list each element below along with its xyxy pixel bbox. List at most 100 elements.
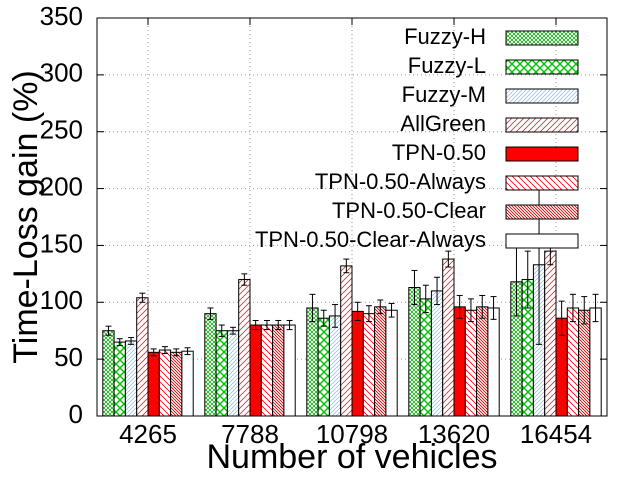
bar-tpn-0-50-clear-10798	[374, 306, 387, 417]
bar-fuzzy-h-7788	[204, 313, 217, 417]
error-bar	[150, 348, 157, 357]
error-bar	[467, 298, 474, 323]
bar-tpn-0-50-13620	[453, 306, 466, 417]
error-bar	[581, 296, 588, 325]
bar-tpn-0-50-7788	[249, 324, 262, 417]
error-bar	[241, 273, 248, 286]
error-bar	[309, 293, 316, 323]
error-bar	[207, 307, 214, 320]
error-bar	[445, 250, 452, 268]
bar-fuzzy-h-13620	[408, 287, 421, 417]
legend-swatch	[505, 146, 579, 162]
error-bar	[343, 258, 350, 274]
y-tick-label: 300	[40, 58, 83, 88]
bar-tpn-0-50-clear-4265	[170, 351, 183, 417]
bar-fuzzy-m-4265	[124, 340, 138, 417]
legend-label: TPN-0.50	[392, 140, 486, 165]
bar-fuzzy-l-7788	[215, 330, 228, 417]
bar-fuzzy-l-13620	[419, 298, 432, 417]
plot-frame	[96, 17, 608, 417]
legend-swatch	[505, 59, 579, 75]
error-bar	[128, 337, 135, 345]
error-bar	[218, 324, 225, 337]
y-tick-label: 350	[40, 1, 83, 31]
legend-swatch	[505, 204, 579, 220]
error-bar	[377, 299, 384, 315]
bar-tpn-0-50-clear-always-16454	[589, 307, 602, 417]
bar-tpn-0-50-10798	[351, 310, 364, 417]
y-tick-label: 0	[69, 399, 83, 429]
legend-item-fuzzy-l: Fuzzy-L	[408, 53, 579, 78]
bar-fuzzy-l-4265	[113, 341, 126, 417]
x-axis-title: Number of vehicles	[206, 438, 497, 476]
error-bar	[479, 294, 486, 319]
legend-item-tpn-0-50-clear: TPN-0.50-Clear	[332, 198, 579, 223]
bar-fuzzy-l-10798	[317, 317, 330, 417]
error-bar	[173, 348, 180, 357]
legend-item-tpn-0-50: TPN-0.50	[392, 140, 579, 165]
y-tick-label: 200	[40, 171, 83, 201]
legend-label: TPN-0.50-Clear	[332, 198, 486, 223]
error-bar	[569, 293, 576, 323]
legend-label: AllGreen	[400, 111, 486, 136]
error-bar	[456, 294, 463, 319]
bar-allgreen-4265	[136, 297, 149, 417]
error-bar	[422, 284, 429, 314]
legend-label: Fuzzy-M	[402, 82, 486, 107]
error-bar	[490, 296, 497, 320]
error-bar	[434, 276, 441, 306]
bar-allgreen-13620	[442, 258, 455, 417]
error-bar	[230, 326, 237, 335]
bar-tpn-0-50-always-4265	[158, 349, 172, 417]
bar-fuzzy-h-10798	[306, 307, 319, 417]
legend-label: Fuzzy-H	[404, 24, 486, 49]
error-bar	[558, 300, 565, 336]
legend-swatch	[505, 175, 579, 191]
x-tick-label: 10798	[316, 419, 388, 449]
bar-tpn-0-50-clear-16454	[578, 309, 591, 417]
error-bars	[105, 184, 599, 357]
x-tick-label: 16454	[520, 419, 592, 449]
legend-swatch	[505, 117, 579, 133]
error-bar	[252, 319, 259, 331]
error-bar	[275, 319, 282, 331]
legend-item-allgreen: AllGreen	[400, 111, 579, 136]
x-axis-ticks: 4265 7788 10798 13620 16454	[119, 18, 592, 449]
error-bar	[592, 293, 599, 323]
legend-item-tpn-0-50-clear-always: TPN-0.50-Clear-Always	[255, 227, 579, 252]
error-bar	[332, 304, 339, 328]
x-tick-label: 7788	[221, 419, 279, 449]
x-tick-label: 13620	[418, 419, 490, 449]
legend-label: TPN-0.50-Clear-Always	[255, 227, 486, 252]
error-bar	[105, 325, 112, 336]
legend-label: TPN-0.50-Always	[315, 169, 486, 194]
bar-tpn-0-50-always-7788	[260, 324, 274, 417]
bar-allgreen-10798	[340, 265, 353, 417]
bar-tpn-0-50-always-16454	[566, 307, 580, 417]
error-bar	[524, 250, 531, 309]
legend-item-fuzzy-m: Fuzzy-M	[402, 82, 579, 107]
legend-item-tpn-0-50-always: TPN-0.50-Always	[315, 169, 579, 194]
bar-tpn-0-50-clear-always-10798	[385, 309, 398, 417]
bar-fuzzy-m-7788	[226, 330, 240, 417]
error-bar	[354, 301, 361, 321]
y-tick-label: 50	[54, 342, 83, 372]
error-bar	[184, 347, 191, 356]
error-bar	[388, 302, 395, 318]
error-bar	[365, 305, 372, 323]
error-bar	[139, 292, 146, 303]
bar-fuzzy-m-13620	[430, 290, 444, 417]
y-tick-label: 250	[40, 115, 83, 145]
bar-tpn-0-50-clear-always-4265	[181, 350, 194, 417]
bar-tpn-0-50-4265	[147, 351, 160, 417]
legend: Fuzzy-H Fuzzy-L Fuzzy-M AllGreen TPN-0.50 TPN…	[255, 24, 579, 252]
bar-tpn-0-50-clear-13620	[476, 306, 489, 417]
legend-label: Fuzzy-L	[408, 53, 486, 78]
legend-swatch	[505, 30, 579, 46]
bars	[102, 250, 602, 417]
bar-tpn-0-50-clear-always-7788	[283, 324, 296, 417]
x-tick-label: 4265	[119, 419, 177, 449]
bar-fuzzy-m-10798	[328, 315, 342, 417]
bar-tpn-0-50-always-10798	[362, 313, 376, 417]
